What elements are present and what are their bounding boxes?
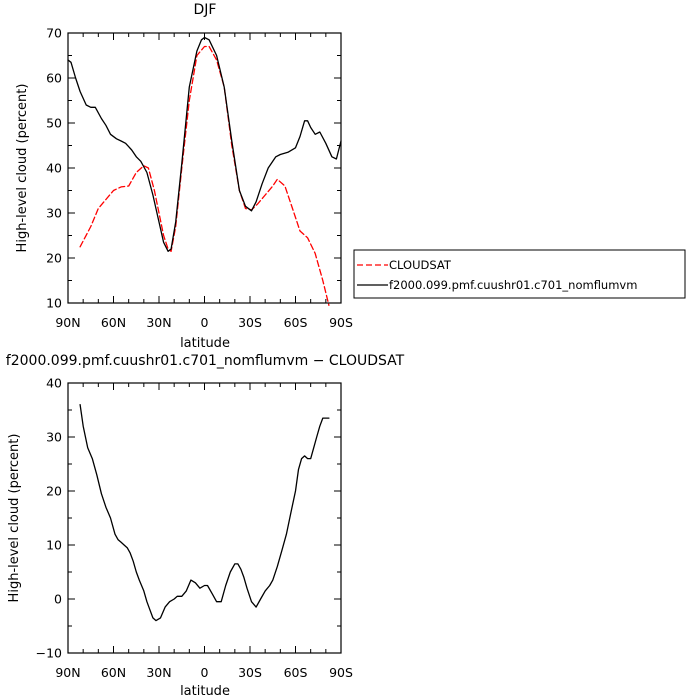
legend-label-model: f2000.099.pmf.cuushr01.c701_nomflumvm <box>389 278 637 292</box>
y-tick-label: 20 <box>46 484 62 499</box>
y-tick-label: −10 <box>36 646 62 661</box>
top-y-tick-labels: 10 20 30 40 50 60 70 <box>46 26 62 311</box>
top-axis-ticks <box>67 32 342 304</box>
y-tick-label: 50 <box>46 116 62 131</box>
x-tick-label: 90S <box>329 315 353 330</box>
bottom-panel: f2000.099.pmf.cuushr01.c701_nomflumvm − … <box>6 353 405 699</box>
y-tick-label: 70 <box>46 26 62 41</box>
top-y-axis-label: High-level cloud (percent) <box>15 84 30 253</box>
bottom-axis-ticks <box>67 382 342 654</box>
top-series-line-0 <box>79 45 330 306</box>
x-tick-label: 30S <box>238 665 262 680</box>
y-tick-label: 10 <box>46 296 62 311</box>
top-plot-frame <box>67 32 342 304</box>
bottom-x-tick-labels: 90N 60N 30N 0 30S 60S 90S <box>55 665 353 680</box>
y-tick-label: 60 <box>46 71 62 86</box>
x-tick-label: 0 <box>201 665 209 680</box>
x-tick-label: 90N <box>55 665 80 680</box>
x-tick-label: 30N <box>146 665 171 680</box>
x-tick-label: 90N <box>55 315 80 330</box>
legend-label-cloudsat: CLOUDSAT <box>389 258 452 272</box>
y-tick-label: 30 <box>46 430 62 445</box>
x-tick-label: 60N <box>101 665 126 680</box>
y-tick-label: 40 <box>46 376 62 391</box>
legend-box <box>353 249 686 299</box>
bottom-series-lines <box>79 403 330 622</box>
y-tick-label: 20 <box>46 251 62 266</box>
bottom-y-tick-labels: −10 0 10 20 30 40 <box>36 376 62 661</box>
y-tick-label: 10 <box>46 538 62 553</box>
x-tick-label: 60N <box>101 315 126 330</box>
x-tick-label: 60S <box>284 315 308 330</box>
top-series-line-1 <box>67 36 342 252</box>
x-tick-label: 0 <box>201 315 209 330</box>
top-series-lines <box>67 36 342 306</box>
x-tick-label: 30N <box>146 315 171 330</box>
bottom-series-line-0 <box>79 403 330 622</box>
bottom-plot-frame <box>67 382 342 654</box>
x-tick-label: 90S <box>329 665 353 680</box>
legend: CLOUDSAT f2000.099.pmf.cuushr01.c701_nom… <box>353 249 686 299</box>
top-x-tick-labels: 90N 60N 30N 0 30S 60S 90S <box>55 315 353 330</box>
x-tick-label: 30S <box>238 315 262 330</box>
bottom-x-axis-label: latitude <box>180 684 230 699</box>
y-tick-label: 30 <box>46 206 62 221</box>
y-tick-label: 0 <box>54 592 62 607</box>
y-tick-label: 40 <box>46 161 62 176</box>
top-panel: DJF 90N 60N 30N 0 30S 60S 90S 10 20 30 40 50 60 70 l… <box>15 2 686 351</box>
top-chart-title: DJF <box>194 2 217 18</box>
bottom-y-axis-label: High-level cloud (percent) <box>7 434 22 603</box>
x-tick-label: 60S <box>284 665 308 680</box>
top-x-axis-label: latitude <box>180 336 230 351</box>
bottom-chart-title: f2000.099.pmf.cuushr01.c701_nomflumvm − … <box>6 353 405 369</box>
